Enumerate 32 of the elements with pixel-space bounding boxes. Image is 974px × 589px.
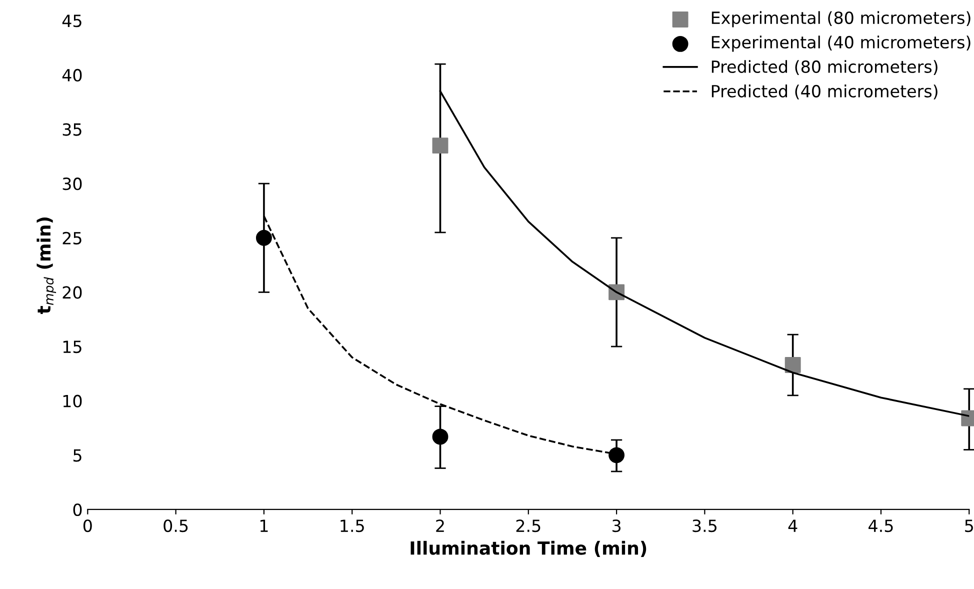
x-tick-label: 0.5 — [164, 520, 188, 532]
point — [432, 138, 448, 154]
x-tick-label: 0 — [83, 520, 92, 532]
x-tick-label: 5 — [965, 520, 973, 532]
legend-label: Predicted (80 micrometers) — [712, 60, 938, 75]
y-tick-label: 5 — [73, 449, 82, 462]
point — [432, 428, 448, 445]
x-tick-label: 1 — [260, 520, 268, 532]
legend-label: Experimental (40 micrometers) — [712, 36, 970, 52]
y-tick-label: 20 — [62, 286, 82, 299]
point — [784, 357, 801, 373]
x-tick-label: 2 — [436, 520, 444, 532]
y-tick-label: 10 — [63, 394, 82, 408]
point — [256, 230, 272, 246]
legend-label: Experimental (80 micrometers) — [712, 11, 970, 28]
point — [608, 447, 625, 464]
legend-label: Predicted (40 micrometers) — [712, 84, 938, 100]
y-tick-label: 30 — [62, 178, 82, 190]
y-tick-label: 35 — [62, 123, 82, 136]
y-tick-label: 45 — [62, 14, 82, 28]
y-tick-label: 0 — [73, 503, 82, 516]
y-tick-label: 15 — [63, 340, 82, 354]
x-tick-label: 4 — [788, 520, 798, 532]
y-tick-label: 25 — [62, 232, 82, 244]
x-tick-label: 4.5 — [868, 520, 893, 532]
y-axis-title: t$_{mpd}$ (min) — [36, 218, 56, 314]
x-tick-label: 2.5 — [516, 520, 540, 532]
x-tick-label: 3.5 — [692, 520, 716, 532]
y-tick-label: 40 — [62, 68, 82, 82]
x-axis-title: Illumination Time (min) — [410, 540, 646, 557]
x-tick-label: 3 — [612, 520, 621, 532]
x-tick-label: 1.5 — [340, 520, 364, 532]
